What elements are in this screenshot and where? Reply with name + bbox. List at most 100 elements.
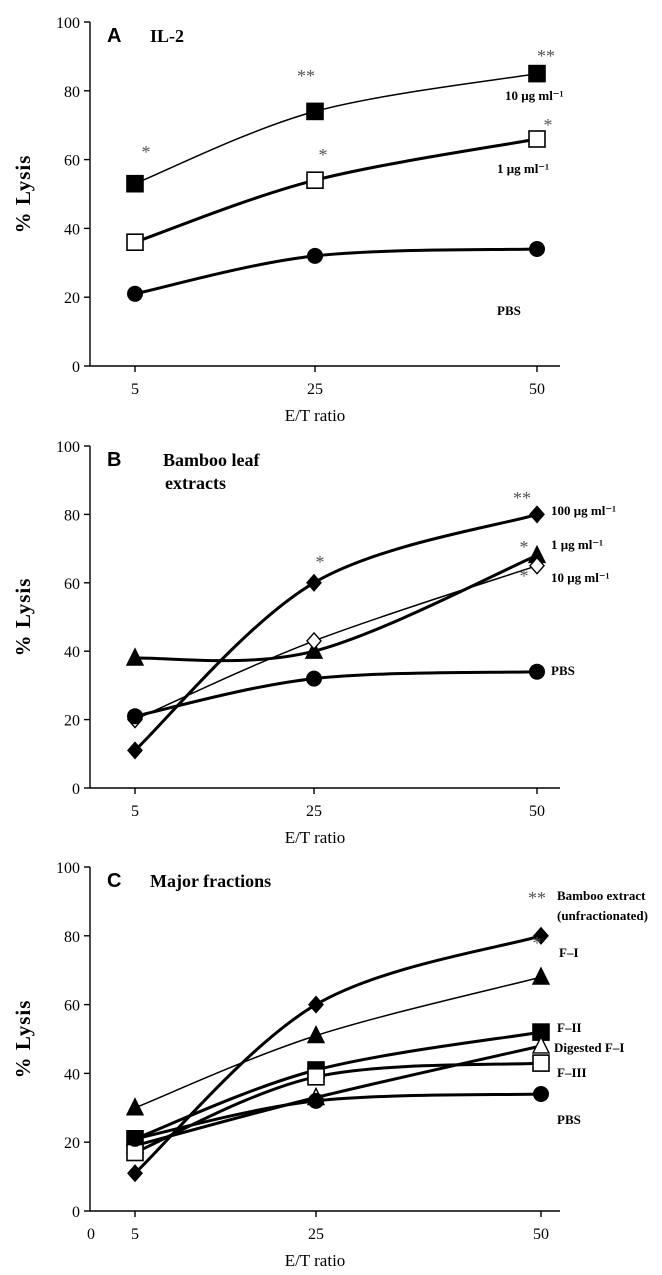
y-tick-label: 100 [56,15,80,32]
series-0: ** Bamboo extract (unfractionated) [127,888,648,1183]
significance-mark: ** [537,46,555,66]
data-point [306,573,322,592]
series-3: PBS [127,663,575,725]
data-point [529,556,545,575]
x-tick-label: 50 [529,803,545,820]
y-axis-title: % Lysis [11,578,35,657]
x-axis-title: E/T ratio [285,1251,346,1270]
series-5: PBS [127,1086,581,1147]
y-axis-title: % Lysis [11,155,35,234]
y-tick-label: 40 [64,221,80,238]
data-point [127,1164,143,1183]
data-point [126,1143,144,1162]
significance-mark: * [520,566,529,586]
significance-mark: * [316,552,325,572]
series-label: PBS [497,303,521,318]
series-1: * 1 μg ml⁻¹ [125,537,603,666]
series-label-line1: Bamboo extract [557,888,646,903]
y-tick-label: 80 [64,929,80,946]
y-tick-label: 0 [72,359,80,376]
panel-title-line1: Bamboo leaf [163,450,261,470]
significance-mark: * [142,142,151,162]
y-tick-label: 100 [56,860,80,877]
series-3: Digested F–I [125,1035,624,1154]
data-point [529,505,545,524]
x-tick-label: 25 [306,803,322,820]
y-tick-label: 80 [64,507,80,524]
data-point [127,285,143,302]
x-axis-title: E/T ratio [285,828,346,847]
series-0: ***100 μg ml⁻¹ [127,488,616,760]
panel-title: IL-2 [150,26,184,46]
series-line [133,934,542,1175]
data-point [127,741,143,760]
data-point [531,1035,551,1054]
x-axis-title: E/T ratio [285,406,346,425]
x-tick-label: 5 [131,1226,139,1243]
y-tick-label: 20 [64,1135,80,1152]
data-point [306,670,322,687]
data-point [532,1054,550,1072]
series-2: * 10 μg ml⁻¹ [127,556,610,729]
series-label: F–I [559,945,579,960]
panel-b: 0 20 40 60 80 100 5 25 50 E/T ratio % Lysis B Bamboo… [11,439,616,847]
series-0: *****10 μg ml⁻¹ [126,46,564,193]
significance-mark: * [520,537,529,557]
data-point [308,995,324,1014]
panel-letter: A [107,25,121,47]
series-line [134,137,538,244]
panel-letter: B [107,449,121,471]
y-tick-label: 0 [72,781,80,798]
x-tick-label-zero: 0 [87,1226,95,1243]
data-point [307,1068,325,1086]
y-tick-label: 40 [64,1066,80,1083]
data-point [529,663,545,680]
x-tick-label: 5 [131,803,139,820]
y-tick-label: 60 [64,998,80,1015]
data-point [304,640,324,659]
series-label: F–II [557,1020,582,1035]
series-line [134,976,542,1109]
series-label: 10 μg ml⁻¹ [551,570,610,585]
series-1: * * 1 μg ml⁻¹ [126,115,553,251]
data-point [125,1097,145,1116]
series-line [134,247,538,296]
series-label: Digested F–I [554,1040,624,1055]
x-tick-label: 25 [308,1226,324,1243]
significance-mark: ** [528,888,546,908]
significance-mark: ** [297,66,315,86]
series-label: F–III [557,1065,587,1080]
y-tick-label: 60 [64,576,80,593]
series-label: PBS [551,663,575,678]
series-line [134,1092,542,1141]
y-tick-label: 20 [64,290,80,307]
significance-mark: * [533,933,542,953]
significance-mark: ** [513,488,531,508]
x-tick-label: 50 [533,1226,549,1243]
series-2: PBS [127,241,545,318]
series-label-line2: (unfractionated) [557,908,648,923]
data-point [307,247,323,264]
series-line [134,564,538,721]
data-point [529,241,545,257]
series-label: PBS [557,1112,581,1127]
data-point [533,926,549,945]
series-4: F–III [126,1054,587,1162]
data-point [125,647,145,666]
data-point [127,708,143,725]
data-point [306,631,322,650]
series-label: 1 μg ml⁻¹ [551,537,603,552]
data-point [126,233,144,251]
panel-title-line2: extracts [165,473,226,493]
panel-c: 0 20 40 60 80 100 5 25 50 0 E/T ratio % Lysis C Major… [11,860,648,1270]
y-tick-label: 40 [64,644,80,661]
y-tick-label: 0 [72,1204,80,1221]
data-point [306,102,324,121]
series-1: * F–I [125,933,579,1116]
series-line [134,670,538,718]
y-tick-label: 80 [64,84,80,101]
panel-title: Major fractions [150,871,271,891]
data-point [528,64,546,83]
series-line [134,72,538,185]
